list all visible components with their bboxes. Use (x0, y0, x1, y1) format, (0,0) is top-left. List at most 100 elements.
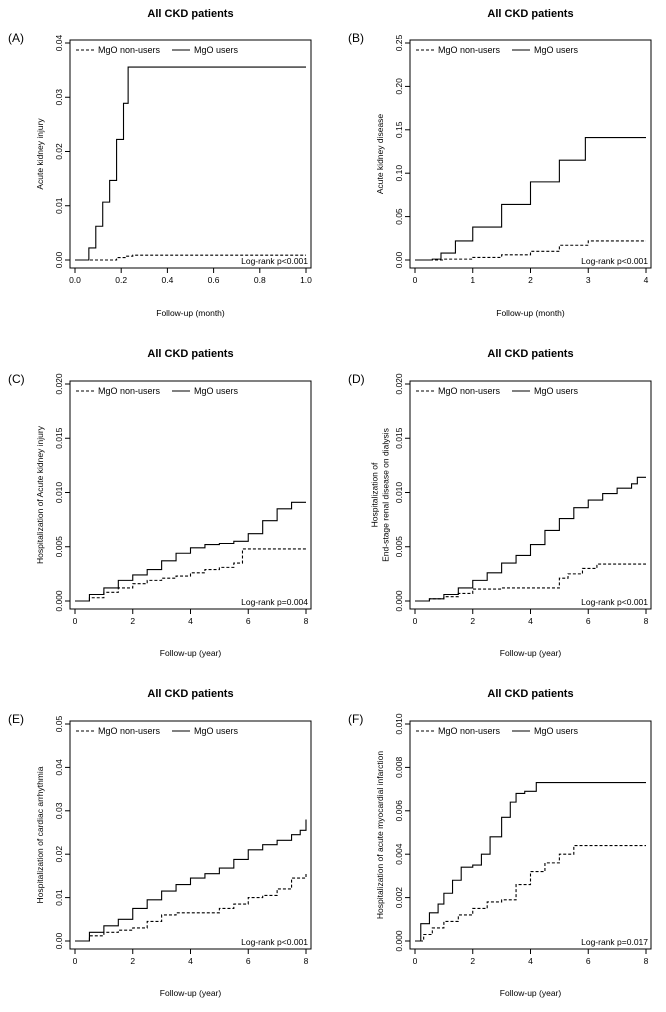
legend-label: MgO non-users (438, 45, 501, 55)
x-tick-label: 2 (130, 956, 135, 966)
y-tick-label: 0.03 (54, 89, 64, 106)
legend-label: MgO users (534, 45, 579, 55)
plot-frame (69, 720, 312, 950)
chart-title: All CKD patients (487, 348, 573, 360)
x-axis-label: Follow-up (year) (160, 988, 222, 998)
x-tick-label: 0.6 (208, 275, 220, 285)
x-tick-label: 8 (644, 616, 649, 626)
x-tick-label: 6 (246, 616, 251, 626)
x-tick-label: 2 (130, 616, 135, 626)
y-tick-label: 0.04 (54, 759, 64, 776)
log-rank-annotation: Log-rank p<0.001 (241, 256, 308, 266)
x-tick-label: 0 (413, 616, 418, 626)
log-rank-annotation: Log-rank p=0.017 (581, 937, 648, 947)
y-tick-label: 0.006 (394, 800, 404, 822)
panel-c: All CKD patients (C) 0 2 4 6 8 0.000 0.005 0.010 0… (8, 348, 312, 658)
series-line-mgo-users (75, 819, 307, 942)
x-tick-label: 2 (528, 275, 533, 285)
x-tick-label: 1 (470, 275, 475, 285)
panel-d: All CKD patients (D) 0 2 4 6 8 0.000 0.005 0.010 0… (348, 348, 652, 658)
chart-title: All CKD patients (487, 8, 573, 20)
y-tick-label: 0.015 (54, 427, 64, 449)
plot-frame (409, 380, 652, 610)
x-tick-label: 0 (73, 616, 78, 626)
y-tick-label: 0.000 (54, 590, 64, 612)
series-line-mgo-non-users (415, 563, 646, 602)
y-tick-label: 0.04 (54, 34, 64, 51)
y-tick-label: 0.02 (54, 143, 64, 160)
chart-title: All CKD patients (147, 348, 233, 360)
y-tick-label: 0.05 (394, 208, 404, 225)
x-tick-label: 8 (304, 616, 309, 626)
log-rank-annotation: Log-rank p<0.001 (581, 597, 648, 607)
x-tick-label: 4 (188, 956, 193, 966)
y-axis-label: Hospitalization of cardiac arrhythmia (35, 766, 45, 903)
y-tick-label: 0.020 (54, 373, 64, 395)
legend-label: MgO users (534, 386, 579, 396)
legend-label: MgO users (194, 386, 239, 396)
y-tick-label: 0.005 (54, 536, 64, 558)
series-line-mgo-non-users (75, 254, 306, 261)
y-tick-label: 0.00 (54, 932, 64, 949)
x-axis-label: Follow-up (month) (496, 308, 565, 318)
series-line-mgo-users (75, 501, 306, 602)
panel-letter: (E) (8, 712, 24, 726)
x-tick-label: 8 (644, 956, 649, 966)
series-line-mgo-non-users (415, 844, 646, 942)
series-line-mgo-non-users (415, 240, 646, 261)
x-tick-label: 1.0 (300, 275, 312, 285)
log-rank-annotation: Log-rank p<0.001 (581, 256, 648, 266)
panel-e: All CKD patients (E) 0 2 4 6 8 0.00 0.01 0.02 0.03… (8, 688, 312, 998)
panel-letter: (C) (8, 372, 25, 386)
y-axis-label: Acute kidney disease (375, 114, 385, 195)
y-tick-label: 0.00 (394, 251, 404, 268)
y-tick-label: 0.25 (394, 34, 404, 51)
x-tick-label: 4 (644, 275, 649, 285)
x-tick-label: 4 (188, 616, 193, 626)
plot-frame (409, 39, 652, 269)
x-tick-label: 6 (586, 616, 591, 626)
x-tick-label: 0 (73, 956, 78, 966)
series-line-mgo-non-users (75, 873, 307, 942)
panel-letter: (A) (8, 31, 24, 45)
y-tick-label: 0.002 (394, 887, 404, 909)
legend-label: MgO users (194, 726, 239, 736)
y-tick-label: 0.05 (54, 715, 64, 732)
x-tick-label: 4 (528, 616, 533, 626)
y-axis-label: Hospitalization of acute myocardial infa… (375, 751, 385, 919)
legend-label: MgO non-users (98, 726, 161, 736)
x-tick-label: 6 (246, 956, 251, 966)
series-line-mgo-non-users (75, 548, 306, 602)
y-tick-label: 0.000 (394, 930, 404, 952)
y-tick-label: 0.008 (394, 756, 404, 778)
panel-letter: (D) (348, 372, 365, 386)
legend-label: MgO non-users (98, 45, 161, 55)
y-tick-label: 0.005 (394, 536, 404, 558)
x-axis-label: Follow-up (month) (156, 308, 225, 318)
x-tick-label: 2 (470, 956, 475, 966)
series-line-mgo-users (415, 476, 646, 602)
x-tick-label: 0.8 (254, 275, 266, 285)
log-rank-annotation: Log-rank p=0.004 (241, 597, 308, 607)
panel-f: All CKD patients (F) 0 2 4 6 8 0.000 0.002 0.004 0… (348, 688, 652, 998)
y-axis-label: Acute kidney injury (35, 118, 45, 190)
y-axis-label-line: End-stage renal disease on dialysis (381, 428, 391, 562)
y-tick-label: 0.01 (54, 889, 64, 906)
x-tick-label: 2 (470, 616, 475, 626)
y-tick-label: 0.010 (394, 482, 404, 504)
x-tick-label: 0.2 (115, 275, 127, 285)
x-tick-label: 8 (304, 956, 309, 966)
y-tick-label: 0.020 (394, 373, 404, 395)
y-axis-label: Hospitalization ofEnd-stage renal diseas… (370, 428, 391, 562)
y-tick-label: 0.004 (394, 843, 404, 865)
y-tick-label: 0.03 (54, 802, 64, 819)
panel-letter: (F) (348, 712, 363, 726)
series-line-mgo-users (415, 137, 646, 261)
y-tick-label: 0.010 (394, 713, 404, 735)
y-tick-label: 0.000 (394, 590, 404, 612)
y-axis-label-line: Hospitalization of (370, 462, 380, 527)
x-tick-label: 3 (586, 275, 591, 285)
log-rank-annotation: Log-rank p<0.001 (241, 937, 308, 947)
panel-b: All CKD patients (B) 0 1 2 3 4 0.00 0.05 0.10 0.15… (348, 8, 652, 318)
